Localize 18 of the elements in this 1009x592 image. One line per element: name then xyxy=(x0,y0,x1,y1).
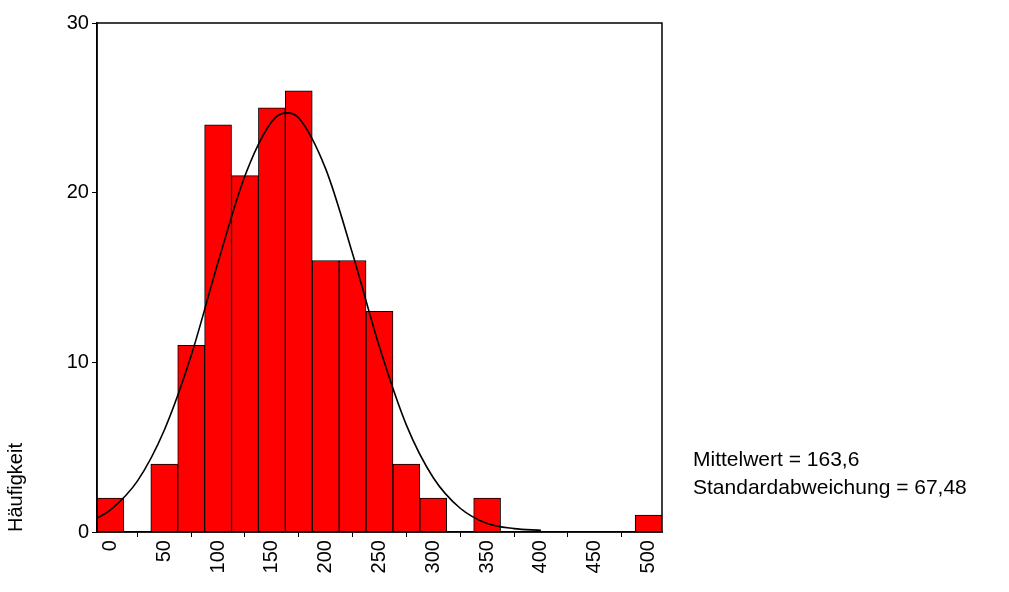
x-tick-label: 100 xyxy=(205,540,228,574)
y-tick-label: 30 xyxy=(66,10,89,33)
x-tick-label: 200 xyxy=(313,540,336,574)
x-tick-label: 50 xyxy=(151,540,174,563)
y-tick-label: 0 xyxy=(77,519,89,542)
x-tick-label: 450 xyxy=(582,540,605,574)
x-tick-label: 350 xyxy=(474,540,497,574)
x-tick-label: 400 xyxy=(528,540,551,574)
y-tick-label: 10 xyxy=(66,349,89,372)
x-tick-label: 250 xyxy=(367,540,390,574)
text: Standardabweichung = 67,48 xyxy=(693,474,968,500)
x-tick-label: 300 xyxy=(420,540,443,574)
x-tick-label: 500 xyxy=(636,540,659,574)
y-tick-label: 20 xyxy=(66,180,89,203)
text: Mittelwert = 163,6 xyxy=(693,446,861,472)
x-tick-label: 150 xyxy=(259,540,282,574)
y-axis-title: Häufigkeit xyxy=(3,442,26,532)
x-tick-label: 0 xyxy=(97,540,120,552)
